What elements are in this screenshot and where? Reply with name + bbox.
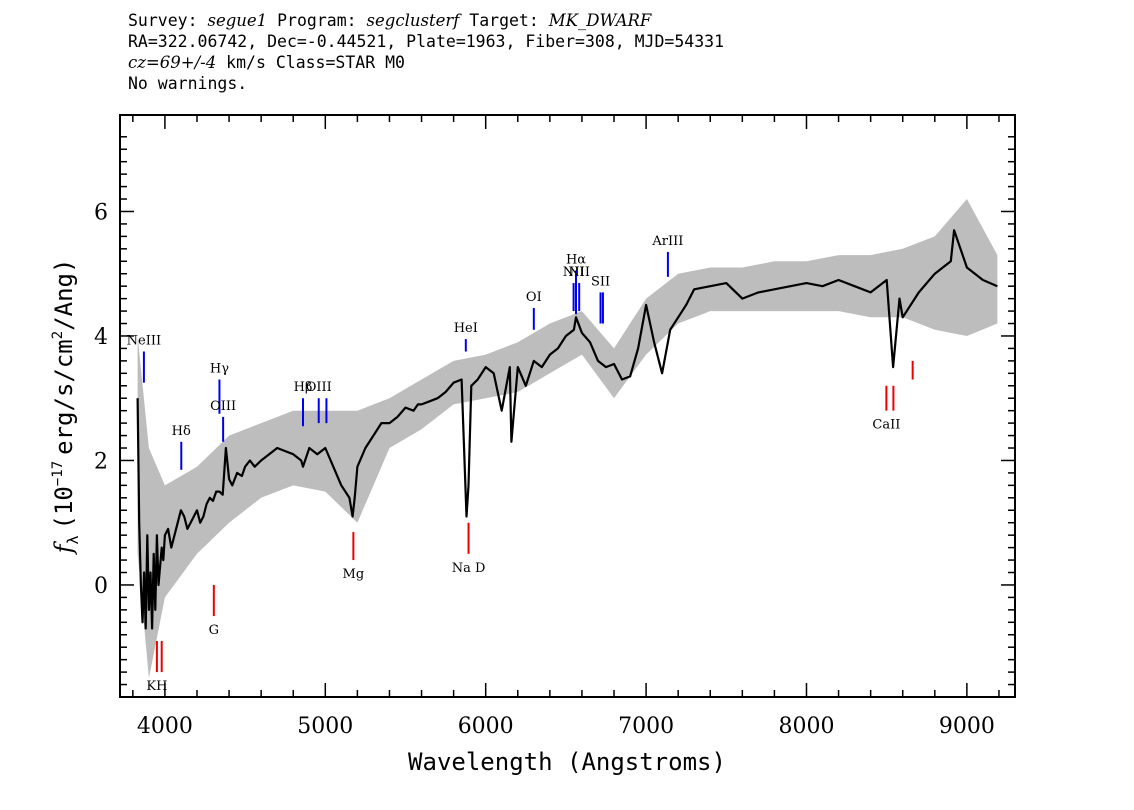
ticks-layer: 4000 5000 6000 7000 8000 9000 0 2 4 6 [94, 115, 1015, 739]
target-label: Target: [469, 11, 539, 30]
emission-line-label: Hδ [172, 424, 191, 439]
emission-line-label: NII [563, 265, 585, 280]
header-line-warnings: No warnings. [128, 74, 248, 93]
absorption-line-label: Mg [343, 567, 365, 582]
y-tick-label: 0 [94, 574, 108, 599]
error-envelope-layer [137, 199, 998, 679]
y-label-exp: −17 [50, 461, 66, 486]
flux-layer [136, 229, 998, 630]
target-value: MK_DWARF [548, 11, 652, 30]
y-label-exp2: 2 [50, 331, 66, 339]
plot-frame [119, 114, 1016, 698]
cz-value: cz=69+/-4 [128, 53, 217, 72]
header-line-survey: Survey: segue1 Program: segclusterf Targ… [128, 10, 1108, 31]
absorption-line-label: KH [146, 679, 167, 694]
program-value: segclusterf [366, 11, 460, 30]
y-label-end: /Ang) [50, 259, 78, 331]
y-tick-label: 2 [94, 449, 108, 474]
x-tick-label: 4000 [137, 714, 193, 739]
header-line-coords: RA=322.06742, Dec=-0.44521, Plate=1963, … [128, 32, 725, 51]
error-envelope [137, 199, 998, 679]
emission-line-label: OIII [306, 380, 332, 395]
survey-label: Survey: [128, 11, 198, 30]
y-tick-label: 6 [94, 200, 108, 225]
absorption-line-label: G [209, 623, 219, 638]
emission-line-label: Hβ [294, 380, 313, 395]
x-tick-label: 5000 [297, 714, 353, 739]
flux-series-line [136, 229, 998, 630]
x-axis-label: Wavelength (Angstroms) [408, 748, 726, 776]
emission-line-label: NII [568, 265, 590, 280]
x-tick-label: 9000 [939, 714, 995, 739]
emission-line-label: NeIII [127, 334, 161, 349]
emission-line-label: Hα [566, 253, 586, 268]
y-label-mid: (10 [50, 486, 78, 529]
emission-line-label: Hγ [210, 362, 229, 377]
class-value: km/s Class=STAR M0 [226, 53, 405, 72]
x-tick-label: 7000 [618, 714, 674, 739]
emission-line-label: OI [526, 290, 542, 305]
header-line-redshift: cz=69+/-4 km/s Class=STAR M0 [128, 52, 1108, 73]
emission-line-label: OIII [210, 399, 236, 414]
x-tick-label: 8000 [778, 714, 834, 739]
emission-line-label: ArIII [651, 234, 683, 249]
y-tick-label: 4 [94, 325, 108, 350]
y-label-mid2: erg/s/cm [50, 339, 78, 455]
absorption-line-label: Na D [452, 561, 486, 576]
emission-line-label: HeI [454, 321, 478, 336]
emission-line-label: SII [591, 274, 610, 289]
x-tick-label: 6000 [458, 714, 514, 739]
spectral-lines-layer: NeIIIHδHγOIIIHβOIIIHeIOINIIHαNIISIIArIII… [127, 234, 914, 694]
survey-value: segue1 [207, 11, 268, 30]
spectrum-header: Survey: segue1 Program: segclusterf Targ… [128, 10, 1108, 94]
y-label-lambda: λ [64, 536, 82, 545]
program-label: Program: [277, 11, 357, 30]
y-axis-label: fλ(10−17erg/s/cm2/Ang) [50, 259, 82, 556]
absorption-line-label: CaII [872, 418, 900, 433]
